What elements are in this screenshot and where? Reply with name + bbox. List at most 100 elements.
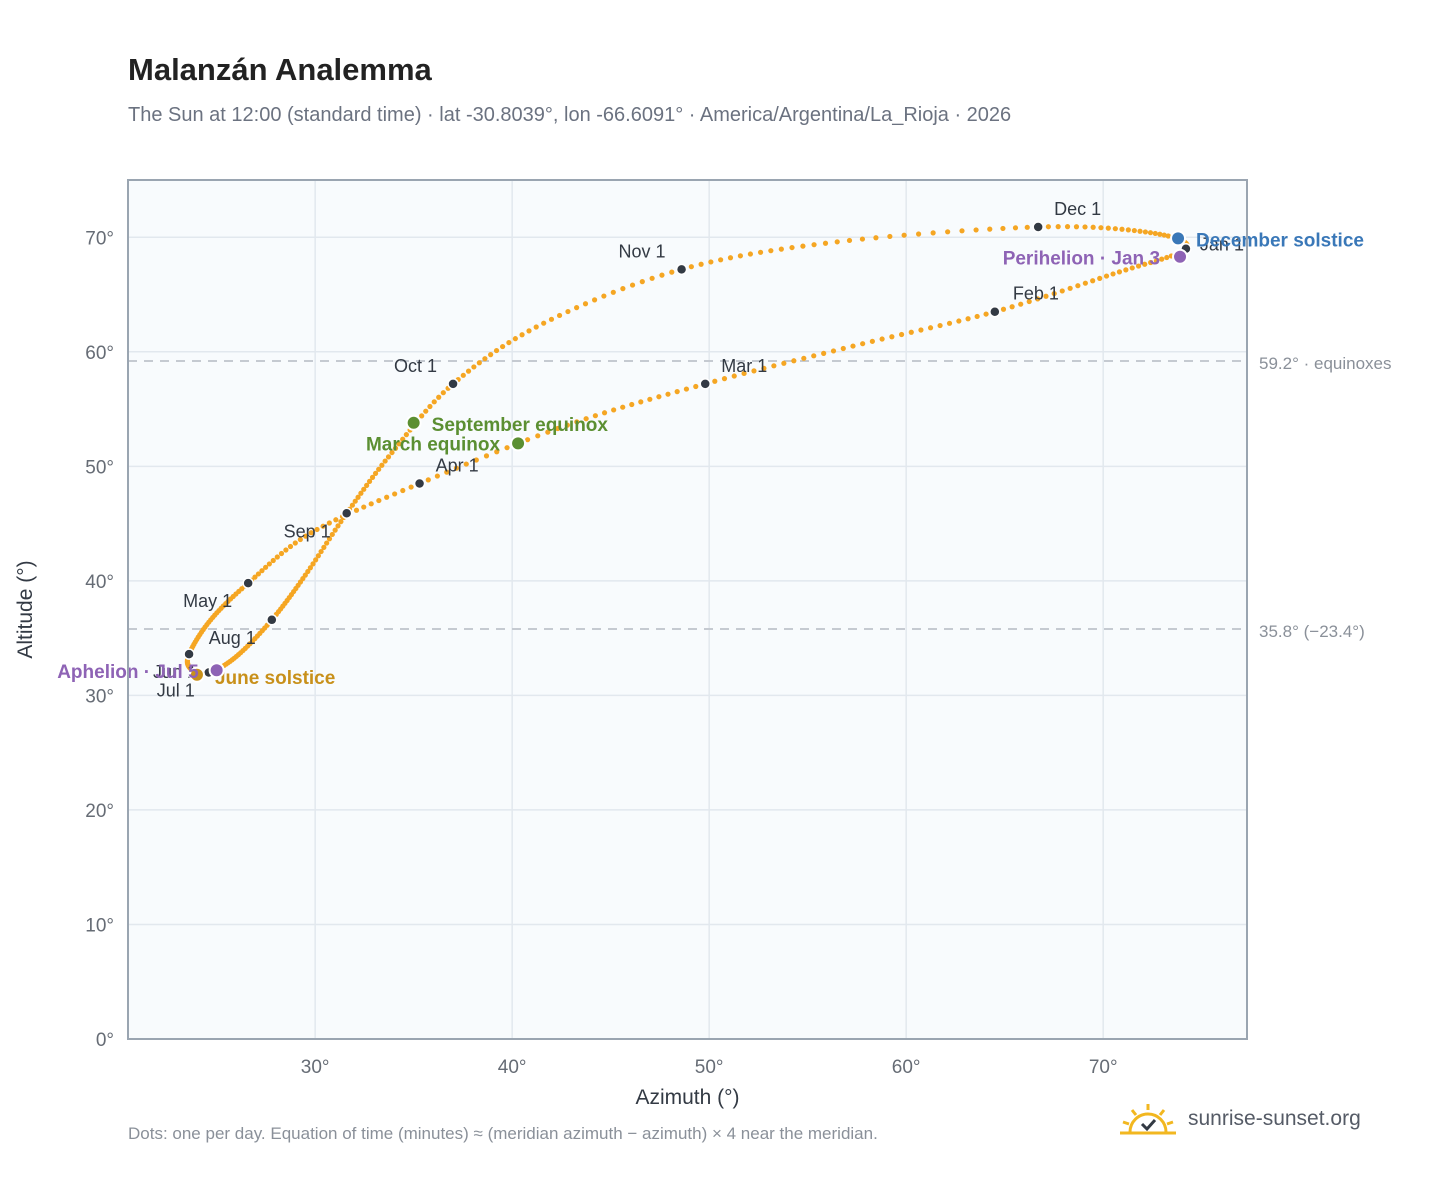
daily-dot (610, 289, 616, 295)
daily-dot (483, 453, 490, 459)
daily-dot (583, 416, 589, 422)
daily-dot (493, 347, 500, 354)
event-marker-dot (1170, 230, 1187, 247)
daily-dot (1153, 258, 1159, 264)
daily-dot (313, 557, 319, 563)
brand-name: sunrise-sunset.org (1188, 1107, 1361, 1130)
daily-dot (564, 422, 570, 428)
daily-dot (366, 478, 373, 484)
daily-dot (1026, 298, 1032, 305)
daily-dot (830, 348, 837, 354)
daily-dot (565, 308, 571, 315)
event-marker-dot (188, 666, 205, 683)
brand[interactable]: sunrise-sunset.org (1120, 1102, 1361, 1136)
y-tick-label: 0° (96, 1030, 114, 1051)
daily-dot (601, 410, 608, 416)
month-marker-label: Mar 1 (721, 356, 767, 376)
daily-dot (937, 322, 943, 329)
month-marker-dot (183, 648, 195, 660)
daily-dot (326, 520, 332, 526)
axis-ticks: 30° 40° 50° 60° 70° 0° 10° 20° 30° 40° 50° 60° 70° (85, 228, 1117, 1078)
daily-dot (287, 543, 294, 550)
event-marker-label: March equinox (366, 434, 501, 455)
plot-frame (127, 179, 1248, 1040)
daily-dot (620, 286, 626, 292)
daily-dot (887, 233, 893, 240)
daily-dot (1131, 227, 1137, 234)
daily-dot (751, 368, 757, 374)
daily-dot (259, 568, 265, 574)
daily-dot (1009, 304, 1015, 310)
daily-dot (372, 470, 379, 476)
month-marker-label: May 1 (183, 591, 232, 611)
daily-dot (473, 457, 479, 463)
daily-dot (506, 339, 512, 346)
chart-title: Malanzán Analemma (128, 52, 432, 87)
reference-line-label: 35.8° (−23.4°) (1259, 622, 1365, 641)
event-marker-label: Perihelion · Jan 3 (1003, 249, 1160, 270)
daily-dot (859, 236, 866, 242)
daily-dot (556, 312, 563, 319)
month-marker-dot (989, 305, 1001, 318)
daily-dot (811, 242, 817, 248)
daily-dot (392, 445, 399, 451)
event-marker-label: December solstice (1196, 230, 1364, 251)
daily-dot (535, 433, 541, 439)
daily-dot (361, 486, 367, 492)
y-tick-label: 10° (85, 915, 114, 936)
daily-dot (385, 454, 392, 460)
daily-dot (983, 311, 989, 317)
daily-dot (592, 413, 598, 419)
daily-dot (708, 259, 714, 265)
daily-dot (504, 445, 510, 451)
daily-dot (368, 501, 374, 507)
daily-dot (1129, 265, 1135, 271)
daily-dot (266, 561, 272, 567)
daily-dot (310, 561, 316, 567)
daily-dot (889, 334, 895, 340)
daily-dot (476, 360, 482, 366)
daily-dot (427, 403, 433, 410)
daily-dot (869, 338, 875, 344)
daily-dot (400, 436, 406, 442)
daily-dot (771, 363, 777, 369)
daily-dot (1148, 259, 1154, 266)
daily-dot (1142, 261, 1148, 267)
daily-dot (757, 249, 764, 255)
y-tick-label: 30° (85, 686, 114, 707)
month-marker-label: Nov 1 (619, 241, 666, 261)
daily-dot (408, 484, 414, 490)
daily-dot (384, 494, 390, 500)
daily-dot (423, 408, 429, 414)
daily-dot (471, 364, 477, 370)
daily-dot (425, 477, 431, 483)
daily-dot (525, 437, 531, 443)
daily-dot (396, 441, 402, 447)
daily-dot (434, 473, 440, 479)
daily-dot (379, 462, 385, 468)
daily-dot (308, 530, 314, 536)
daily-dot (403, 432, 409, 438)
daily-dot (811, 353, 817, 359)
daily-dot (601, 293, 607, 299)
y-axis-label: Altitude (°) (14, 560, 37, 658)
daily-dot (369, 474, 376, 480)
month-marker-dot (675, 263, 688, 276)
daily-dot (974, 313, 980, 320)
daily-dot (255, 571, 262, 577)
y-tick-label: 20° (85, 801, 114, 822)
daily-dot (494, 449, 500, 455)
daily-dot (591, 297, 598, 303)
daily-dot (574, 419, 580, 425)
daily-dot (335, 523, 341, 529)
daily-dot (444, 469, 450, 475)
daily-dot (781, 360, 787, 366)
daily-dot (324, 540, 330, 546)
x-tick-label: 30° (301, 1057, 330, 1078)
daily-dot (1112, 226, 1118, 232)
daily-dot (252, 574, 258, 580)
daily-dot (1035, 296, 1041, 302)
plot-area (128, 180, 1247, 1039)
